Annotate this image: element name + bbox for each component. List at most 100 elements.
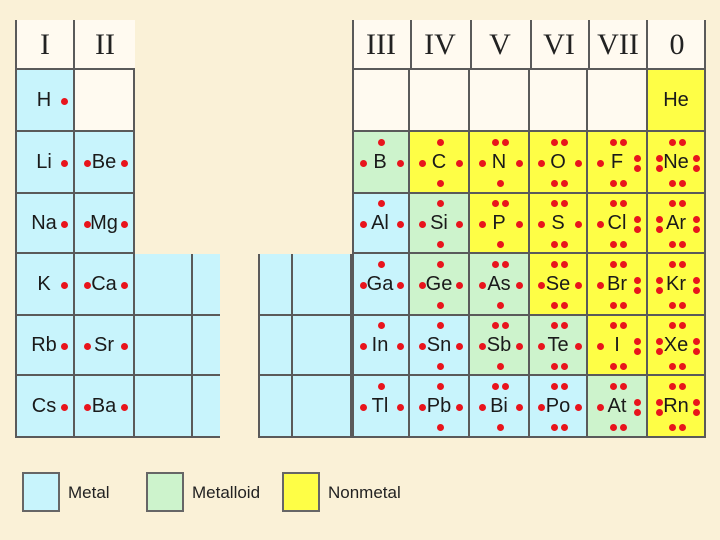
valence-electron-dot [397,221,404,228]
valence-electron-dot [656,216,663,223]
element-cell-c: C [410,132,470,194]
valence-electron-dot [516,282,523,289]
element-symbol: Cs [31,395,57,417]
valence-electron-dot [551,322,558,329]
element-symbol: Ca [91,273,117,295]
element-symbol: Po [545,395,571,417]
header-col-divider [588,20,590,70]
element-cell-cl: Cl [588,194,648,254]
transition-metal-cell [293,316,352,376]
valence-electron-dot [378,261,385,268]
element-cell-na: Na [15,194,75,254]
valence-electron-dot [437,241,444,248]
valence-electron-dot [497,302,504,309]
element-cell-o: O [530,132,588,194]
element-symbol: Ge [425,273,453,295]
element-cell-k: K [15,254,75,316]
element-symbol: Kr [666,273,686,295]
valence-electron-dot [693,399,700,406]
valence-electron-dot [492,322,499,329]
element-cell-ga: Ga [352,254,410,316]
valence-electron-dot [575,282,582,289]
valence-electron-dot [121,221,128,228]
valence-electron-dot [360,221,367,228]
header-col-divider [530,20,532,70]
element-cell-be: Be [75,132,135,194]
valence-electron-dot [679,322,686,329]
element-symbol: Mg [90,212,118,234]
valence-electron-dot [502,383,509,390]
valence-electron-dot [538,343,545,350]
element-cell-tl: Tl [352,376,410,438]
valence-electron-dot [84,404,91,411]
valence-electron-dot [456,343,463,350]
valence-electron-dot [492,383,499,390]
valence-electron-dot [656,399,663,406]
element-cell-n: N [470,132,530,194]
valence-electron-dot [437,383,444,390]
element-symbol: At [607,395,627,417]
valence-electron-dot [84,343,91,350]
valence-electron-dot [61,221,68,228]
group-header-ii: II [75,20,135,70]
valence-electron-dot [551,363,558,370]
valence-electron-dot [575,160,582,167]
valence-electron-dot [693,348,700,355]
valence-electron-dot [610,424,617,431]
valence-electron-dot [634,409,641,416]
valence-electron-dot [121,282,128,289]
element-symbol: Ba [91,395,117,417]
legend-label-metalloid: Metalloid [192,483,261,502]
element-symbol: Rn [663,395,689,417]
valence-electron-dot [561,139,568,146]
valence-electron-dot [479,404,486,411]
valence-electron-dot [669,180,676,187]
element-symbol: Sb [486,334,512,356]
valence-electron-dot [61,282,68,289]
valence-electron-dot [419,221,426,228]
valence-electron-dot [360,404,367,411]
valence-electron-dot [492,200,499,207]
valence-electron-dot [492,261,499,268]
valence-electron-dot [561,180,568,187]
valence-electron-dot [679,383,686,390]
valence-electron-dot [620,241,627,248]
valence-electron-dot [121,343,128,350]
transition-metal-cell [293,376,352,438]
group-header-vi: VI [530,20,588,70]
element-symbol: P [492,212,506,234]
valence-electron-dot [610,180,617,187]
grid-border-block-left [352,20,354,438]
legend-swatch-metalloid [146,472,184,512]
valence-electron-dot [693,338,700,345]
element-symbol: Be [91,151,117,173]
valence-electron-dot [419,282,426,289]
valence-electron-dot [561,322,568,329]
valence-electron-dot [669,383,676,390]
valence-electron-dot [360,343,367,350]
valence-electron-dot [693,155,700,162]
valence-electron-dot [502,139,509,146]
valence-electron-dot [437,180,444,187]
valence-electron-dot [575,404,582,411]
element-symbol: Rb [31,334,57,356]
empty-cell [530,70,588,132]
valence-electron-dot [561,383,568,390]
valence-electron-dot [679,180,686,187]
legend-swatch-nonmetal [282,472,320,512]
header-col-divider [410,20,412,70]
valence-electron-dot [679,261,686,268]
valence-electron-dot [656,338,663,345]
element-symbol: Na [31,212,57,234]
valence-electron-dot [378,200,385,207]
valence-electron-dot [502,322,509,329]
header-col-divider [470,20,472,70]
header-col-divider [646,20,648,70]
valence-electron-dot [551,383,558,390]
valence-electron-dot [397,404,404,411]
element-symbol: S [551,212,565,234]
valence-electron-dot [597,404,604,411]
valence-electron-dot [634,399,641,406]
element-cell-al: Al [352,194,410,254]
